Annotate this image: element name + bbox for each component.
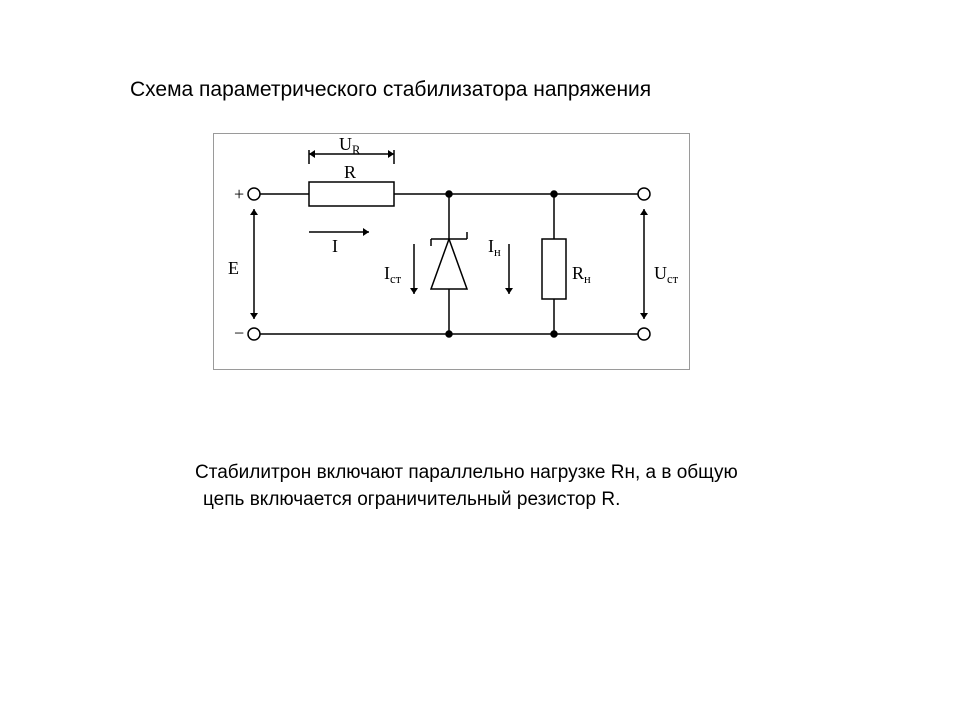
svg-text:Iн: Iн xyxy=(488,236,501,259)
svg-text:E: E xyxy=(228,258,239,278)
svg-text:R: R xyxy=(344,162,356,182)
caption: Стабилитрон включают параллельно нагрузк… xyxy=(195,460,738,513)
svg-text:UR: UR xyxy=(339,134,361,157)
svg-text:Uст: Uст xyxy=(654,263,679,286)
page-title: Схема параметрического стабилизатора нап… xyxy=(130,78,651,102)
circuit-diagram: R Rн UR E + − Uст I Iст Iн xyxy=(213,133,690,370)
svg-text:Rн: Rн xyxy=(572,263,591,286)
caption-line-1: Стабилитрон включают параллельно нагрузк… xyxy=(195,462,738,483)
svg-text:−: − xyxy=(234,323,244,343)
svg-text:I: I xyxy=(332,236,338,256)
caption-line-2: цепь включается ограничительный резистор… xyxy=(195,489,620,510)
circuit-svg: R Rн UR E + − Uст I Iст Iн xyxy=(214,134,689,369)
svg-text:+: + xyxy=(234,184,244,204)
svg-text:Iст: Iст xyxy=(384,263,402,286)
